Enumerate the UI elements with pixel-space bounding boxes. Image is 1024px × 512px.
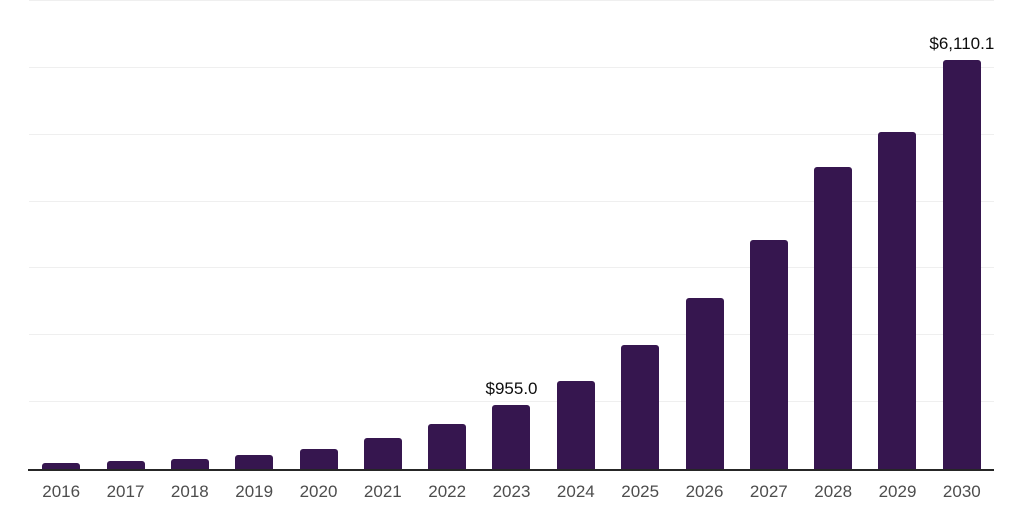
bar-2023[interactable] [492,405,530,469]
gridline-2000 [29,334,994,335]
bar-2018[interactable] [171,459,209,469]
bar-2016[interactable] [42,463,80,469]
x-tick-2016: 2016 [42,482,81,501]
bar-2017[interactable] [107,461,145,469]
plot-area: $955.0 $6,110.1 [28,0,995,471]
x-tick-2023: 2023 [492,482,531,501]
gridline-6000 [29,67,994,68]
x-tick-2030: 2030 [942,482,981,501]
x-tick-2028: 2028 [814,482,853,501]
x-tick-2027: 2027 [749,482,788,501]
x-tick-2029: 2029 [878,482,917,501]
bar-2021[interactable] [364,438,402,469]
gridline-7000 [29,0,994,1]
data-label-2023: $955.0 [485,379,538,398]
bar-2025[interactable] [621,345,659,469]
bar-2022[interactable] [428,424,466,469]
gridline-5000 [29,134,994,135]
x-tick-2021: 2021 [363,482,402,501]
x-tick-2025: 2025 [621,482,660,501]
bar-2020[interactable] [300,449,338,469]
bar-2019[interactable] [235,455,273,469]
gridline-1000 [29,401,994,402]
x-tick-2019: 2019 [235,482,274,501]
gridline-4000 [29,201,994,202]
gridline-3000 [29,267,994,268]
x-tick-2017: 2017 [106,482,145,501]
bar-2028[interactable] [814,167,852,469]
bar-2029[interactable] [878,132,916,469]
x-tick-2018: 2018 [170,482,209,501]
x-tick-2022: 2022 [428,482,467,501]
x-tick-2024: 2024 [556,482,595,501]
bar-2026[interactable] [686,298,724,469]
x-tick-2020: 2020 [299,482,338,501]
data-label-2030: $6,110.1 [929,34,995,53]
x-axis-tick-labels: 2016 2017 2018 2019 2020 2021 2022 2023 2024 2025… [29,469,994,512]
bar-2024[interactable] [557,381,595,469]
bar-2027[interactable] [750,240,788,469]
bar-2030[interactable] [943,60,981,469]
x-axis-line [28,469,994,471]
x-tick-2026: 2026 [685,482,724,501]
